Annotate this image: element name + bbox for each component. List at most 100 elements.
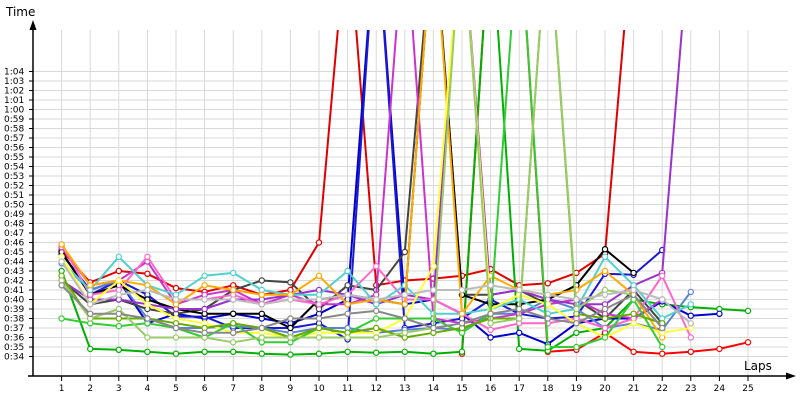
x-tick-label: 20 xyxy=(599,384,611,394)
y-tick-label: 0:43 xyxy=(4,267,24,277)
data-point xyxy=(144,334,151,341)
data-point xyxy=(430,263,437,270)
data-point xyxy=(115,346,123,353)
data-point xyxy=(401,291,408,298)
y-tick-label: 0:40 xyxy=(4,296,24,306)
data-point xyxy=(144,253,151,260)
x-tick-label: 9 xyxy=(288,384,294,394)
data-point xyxy=(601,245,609,253)
data-point xyxy=(287,279,294,286)
data-point xyxy=(401,248,408,256)
data-point xyxy=(401,329,408,336)
data-point xyxy=(229,348,237,355)
data-point xyxy=(144,301,151,308)
data-point xyxy=(315,315,323,322)
x-tick-label: 1 xyxy=(59,384,65,394)
data-point xyxy=(344,301,351,308)
data-point xyxy=(86,282,94,289)
x-tick-label: 2 xyxy=(87,384,93,394)
x-tick-label: 13 xyxy=(399,384,410,394)
x-tick-label: 15 xyxy=(456,384,467,394)
data-point xyxy=(201,282,208,289)
x-tick-label: 19 xyxy=(571,384,583,394)
data-point xyxy=(601,334,609,341)
data-point xyxy=(659,296,666,303)
x-tick-label: 5 xyxy=(173,384,179,394)
data-point xyxy=(86,310,94,317)
y-tick-label: 1:03 xyxy=(4,77,24,87)
series-line xyxy=(61,30,664,348)
data-point xyxy=(58,315,65,322)
data-point xyxy=(487,310,494,317)
x-tick-label: 22 xyxy=(656,384,667,394)
data-point xyxy=(373,315,380,322)
data-point xyxy=(516,305,523,313)
data-point xyxy=(630,320,637,327)
data-point xyxy=(144,270,151,277)
y-tick-label: 0:59 xyxy=(4,115,24,125)
data-point xyxy=(287,315,294,322)
data-point xyxy=(601,305,609,313)
data-point xyxy=(430,324,437,332)
y-tick-labels: 0:340:350:360:370:380:390:400:410:420:43… xyxy=(4,68,33,363)
data-point xyxy=(601,315,609,322)
data-point xyxy=(630,310,637,317)
x-tick-label: 17 xyxy=(513,384,524,394)
y-tick-label: 0:35 xyxy=(4,343,24,353)
data-point xyxy=(86,301,94,308)
data-point xyxy=(229,286,237,294)
data-point xyxy=(573,329,580,336)
y-axis-title: Time xyxy=(5,5,35,19)
y-tick-label: 0:58 xyxy=(4,125,24,135)
x-tick-labels: 1 2 3 4 5 6 7 8 9 10 11 12 13 14 15 16 17 18 19 20 21 22 23 24 2… xyxy=(59,376,754,394)
data-point xyxy=(573,305,580,313)
data-point xyxy=(201,296,208,303)
data-point xyxy=(172,296,180,303)
data-point xyxy=(544,315,552,322)
data-point xyxy=(544,291,552,298)
data-point xyxy=(115,277,123,284)
y-tick-label: 1:01 xyxy=(4,96,24,106)
x-tick-label: 14 xyxy=(428,384,440,394)
data-point xyxy=(201,305,208,313)
data-point xyxy=(172,350,180,357)
series-18 xyxy=(58,282,666,336)
data-point xyxy=(401,315,408,322)
data-point xyxy=(516,286,523,294)
data-point xyxy=(258,291,265,298)
y-tick-label: 0:37 xyxy=(4,324,24,334)
data-point xyxy=(401,301,408,308)
x-tick-label: 7 xyxy=(230,384,236,394)
data-point xyxy=(58,282,65,289)
data-point xyxy=(430,286,437,294)
y-tick-label: 0:47 xyxy=(4,229,24,239)
data-point xyxy=(487,282,494,289)
y-tick-label: 0:56 xyxy=(4,144,24,154)
y-tick-label: 0:42 xyxy=(4,277,24,287)
data-point xyxy=(659,343,666,351)
data-point xyxy=(487,320,494,327)
data-point xyxy=(687,348,695,355)
data-point xyxy=(516,345,523,353)
x-tick-label: 23 xyxy=(685,384,696,394)
data-point xyxy=(229,339,237,346)
data-point xyxy=(687,334,695,341)
data-point xyxy=(687,288,695,296)
data-point xyxy=(487,326,494,334)
x-tick-label: 24 xyxy=(714,384,726,394)
data-point xyxy=(401,348,408,355)
data-point xyxy=(573,343,580,351)
y-tick-label: 0:54 xyxy=(4,163,24,173)
data-point xyxy=(58,241,65,248)
data-point xyxy=(516,315,523,322)
y-tick-label: 0:34 xyxy=(4,353,24,363)
y-tick-label: 0:55 xyxy=(4,153,24,163)
data-point xyxy=(258,350,265,357)
y-tick-label: 0:46 xyxy=(4,239,24,249)
series-line xyxy=(60,30,626,296)
y-tick-label: 0:49 xyxy=(4,210,24,220)
y-tick-label: 1:04 xyxy=(4,68,24,78)
series-line xyxy=(60,30,663,344)
data-point xyxy=(115,253,123,260)
x-tick-label: 8 xyxy=(259,384,265,394)
